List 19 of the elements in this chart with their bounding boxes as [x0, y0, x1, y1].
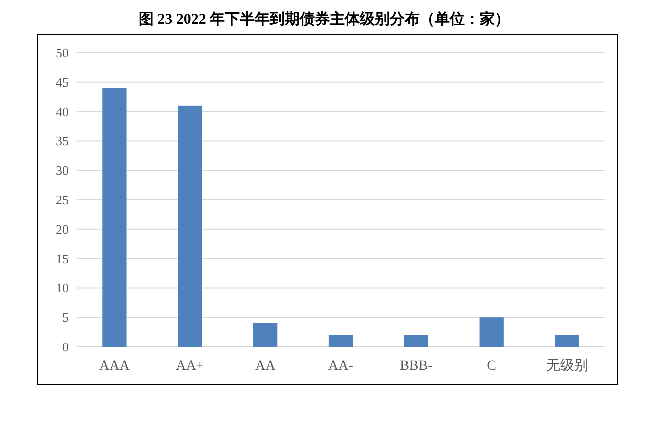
y-tick-label: 45 [56, 74, 69, 90]
x-tick-label: 无级别 [546, 358, 588, 374]
chart-title: 图 23 2022 年下半年到期债券主体级别分布（单位：家） [138, 10, 510, 28]
y-tick-label: 10 [56, 280, 69, 296]
y-tick-label: 15 [56, 251, 69, 266]
y-tick-label: 50 [56, 46, 69, 60]
x-tick-label: AAA [100, 359, 131, 374]
y-tick-label: 25 [56, 192, 69, 208]
x-tick-label: AA [255, 359, 277, 374]
y-tick-label: 20 [56, 222, 69, 237]
y-tick-label: 30 [56, 163, 69, 178]
y-tick-label: 35 [56, 134, 69, 149]
y-tick-label: 40 [56, 104, 69, 120]
x-tick-label: AA- [328, 359, 354, 374]
y-tick-label: 0 [62, 340, 69, 354]
x-tick-label: AA+ [176, 359, 204, 374]
x-tick-label: BBB- [400, 359, 434, 374]
x-tick-label: C [487, 359, 497, 374]
y-tick-label: 5 [62, 310, 69, 326]
